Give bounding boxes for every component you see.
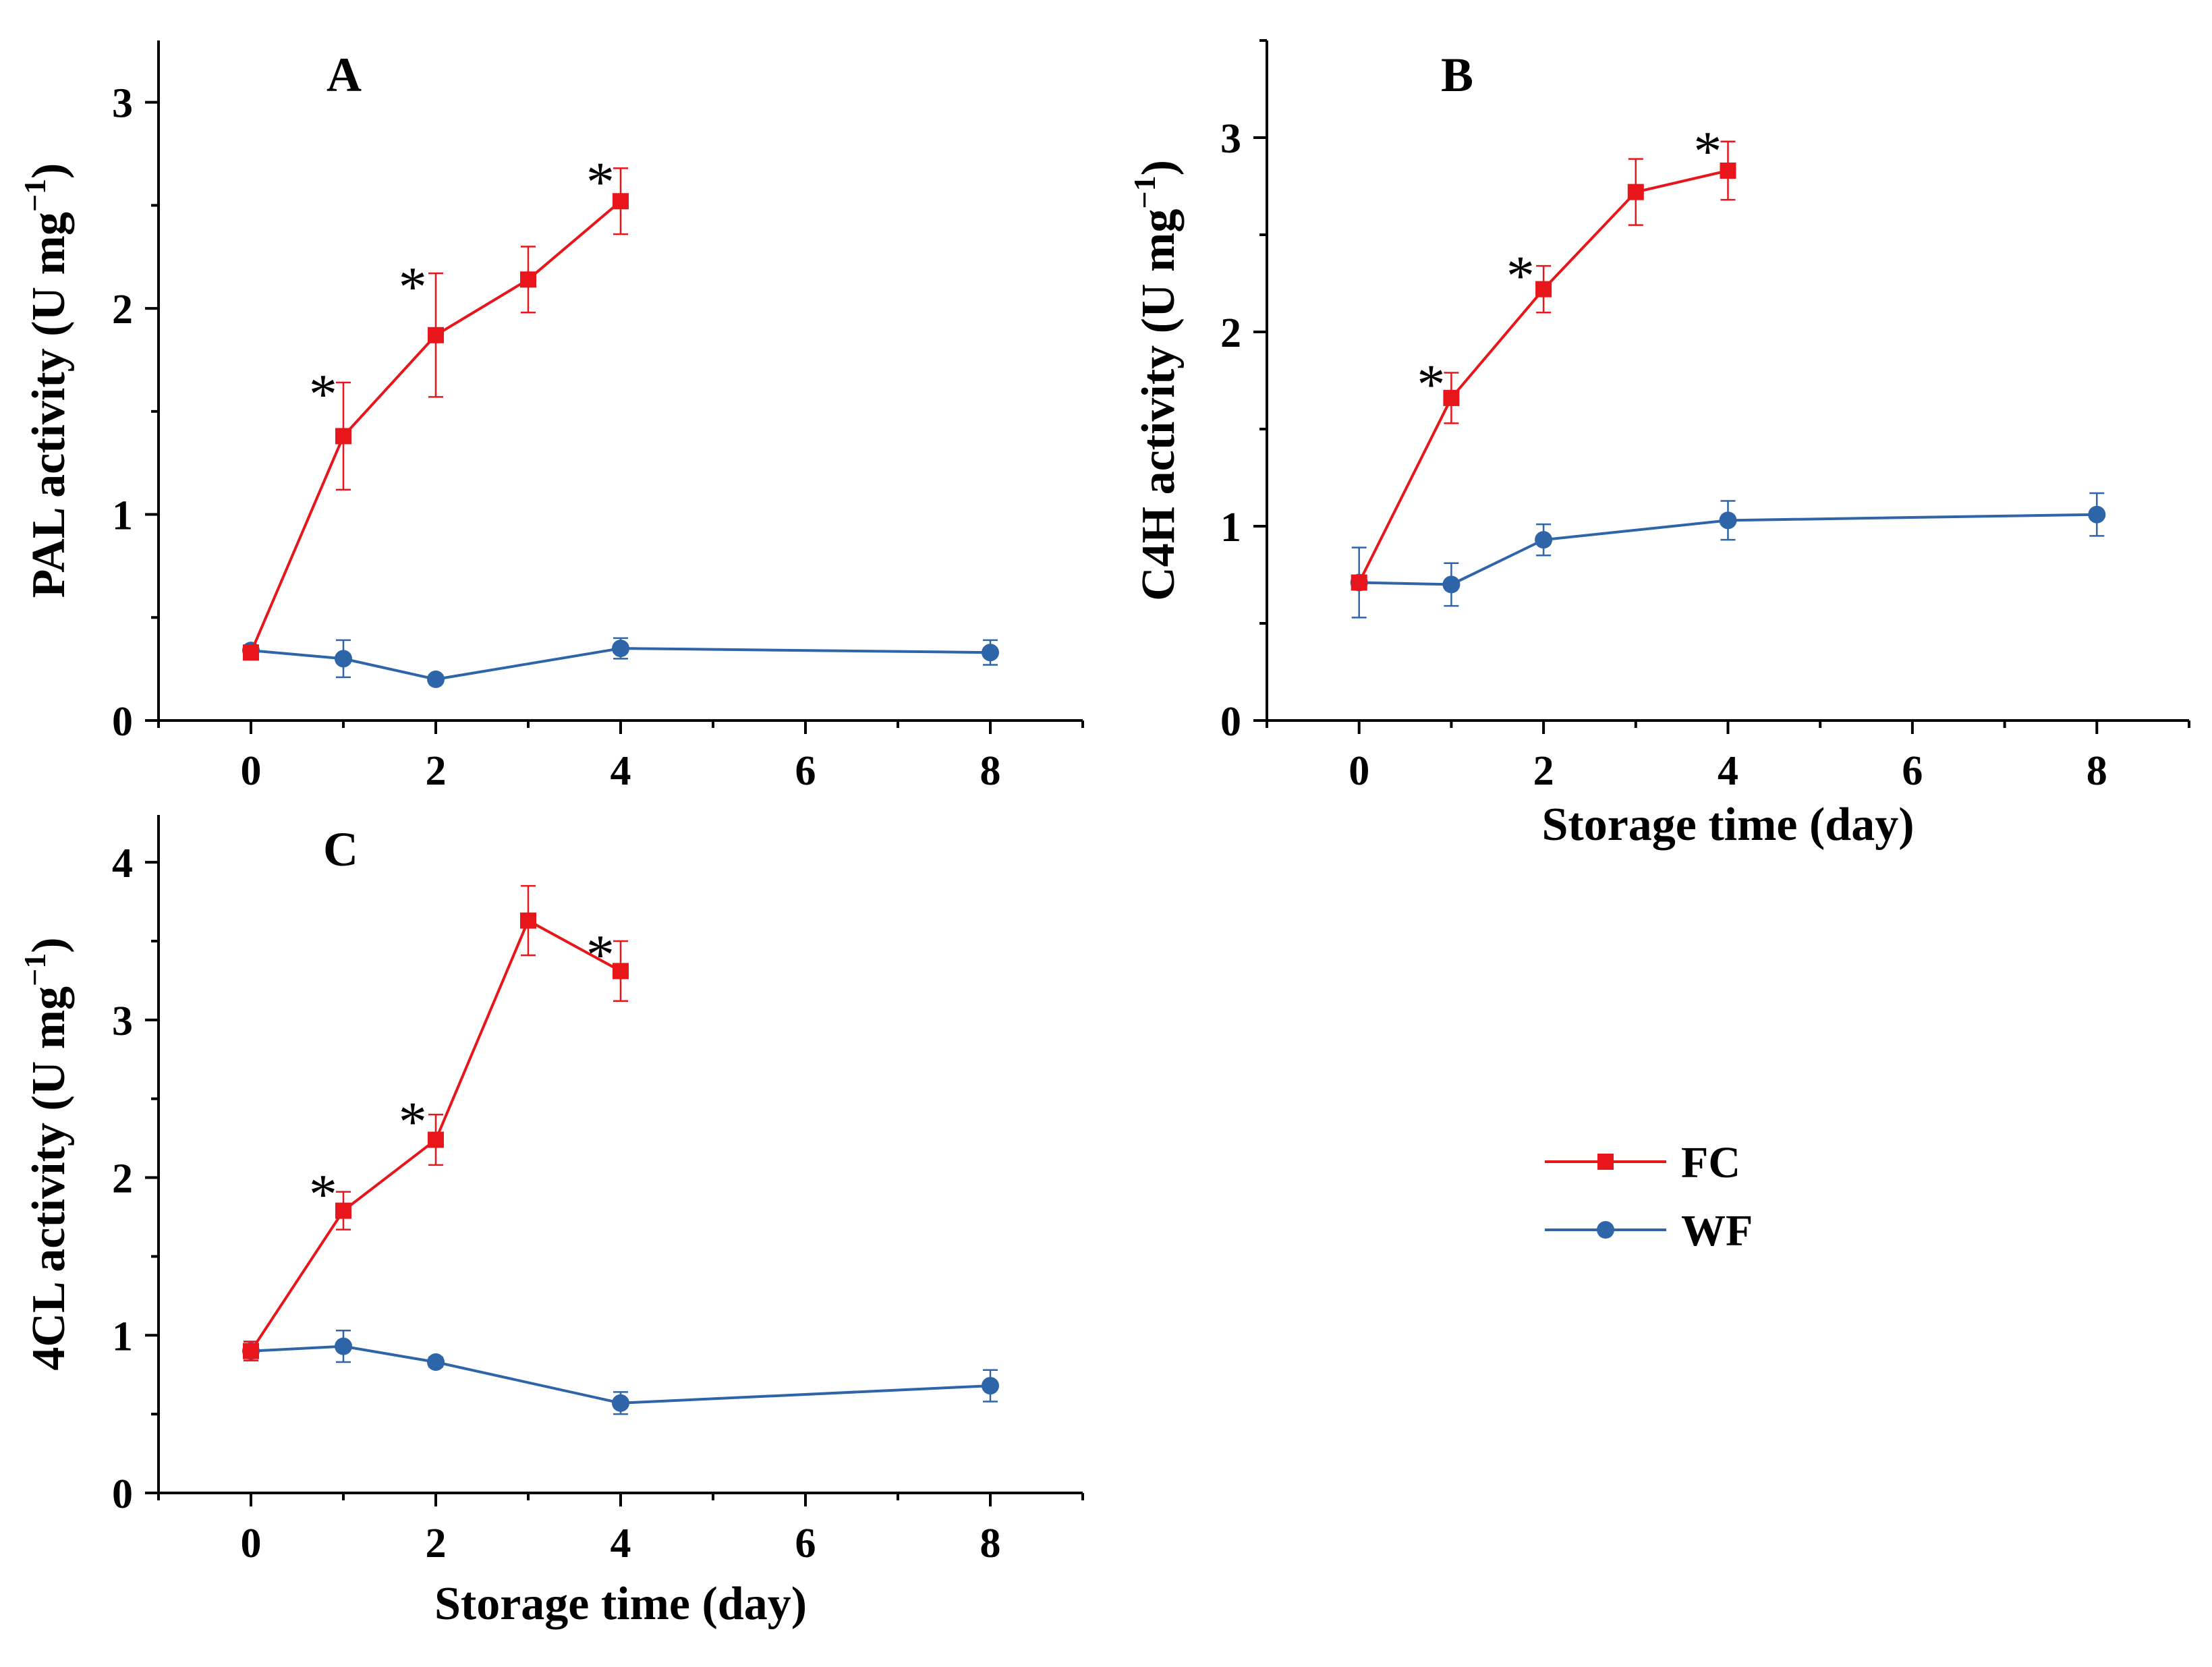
- data-point-circle: [982, 1377, 999, 1395]
- significance-star: *: [399, 256, 427, 318]
- data-point-circle: [612, 1394, 629, 1412]
- y-axis-title-close: ): [1133, 160, 1185, 175]
- series-wf: [1350, 492, 2106, 619]
- significance-star: *: [309, 363, 337, 426]
- data-point-circle: [427, 1353, 445, 1372]
- x-tick-label: 2: [1533, 748, 1554, 794]
- legend: FC WF: [1545, 1138, 1753, 1255]
- x-tick-label: 6: [1902, 748, 1923, 794]
- series-wf: [242, 637, 999, 688]
- x-axis-title: Storage time (day): [1541, 799, 1914, 851]
- y-axis-title-main: C4H activity (U mg: [1133, 209, 1185, 601]
- y-axis-title: PAL activity (U mg−1): [18, 163, 75, 598]
- significance-star: *: [586, 150, 615, 213]
- series-fc: [1351, 140, 1736, 591]
- data-point-circle: [335, 650, 352, 668]
- x-tick-label: 2: [426, 1521, 447, 1566]
- data-point-square: [428, 1131, 444, 1148]
- y-tick-label: 4: [112, 841, 133, 886]
- data-point-square: [1627, 183, 1644, 200]
- x-axis-title: Storage time (day): [434, 1578, 807, 1630]
- series-wf: [242, 1330, 999, 1415]
- data-point-square: [1720, 162, 1736, 179]
- x-tick-label: 6: [795, 1521, 816, 1566]
- data-point-circle: [335, 1337, 352, 1355]
- y-tick-label: 3: [112, 81, 133, 127]
- x-tick-label: 4: [611, 748, 631, 794]
- y-axis-title-main: 4CL activity (U mg: [23, 986, 75, 1371]
- data-point-square: [335, 428, 351, 445]
- series-line: [1357, 169, 1728, 584]
- y-tick-label: 2: [112, 287, 133, 333]
- data-point-square: [335, 1202, 351, 1219]
- significance-star: *: [399, 1091, 427, 1154]
- x-tick-label: 0: [241, 748, 262, 794]
- data-point-square: [520, 912, 536, 929]
- significance-star: *: [1417, 354, 1445, 416]
- data-point-circle: [1535, 531, 1553, 549]
- y-tick-label: 3: [1220, 116, 1241, 162]
- data-point-square: [1443, 389, 1460, 406]
- series-line: [250, 200, 622, 653]
- y-tick-label: 2: [1220, 310, 1241, 356]
- data-point-circle: [427, 670, 445, 688]
- y-tick-label: 3: [112, 998, 133, 1044]
- data-point-square: [243, 1343, 259, 1359]
- y-axis-title-sup: −1: [18, 953, 52, 986]
- y-tick-label: 2: [112, 1156, 133, 1202]
- y-axis-title-sup: −1: [18, 179, 52, 212]
- data-point-square: [243, 644, 259, 661]
- y-tick-label: 1: [112, 1313, 133, 1359]
- y-tick-label: 0: [1220, 699, 1241, 745]
- panel-C: 0 2 4 6 8 0 1 2 3 4 4CL activity (U mg−1) Storage t…: [18, 815, 1084, 1630]
- significance-star: *: [1693, 120, 1722, 183]
- x-tick-label: 0: [1349, 748, 1369, 794]
- significance-star: *: [586, 924, 615, 986]
- data-point-circle: [612, 640, 629, 658]
- legend-label-fc: FC: [1681, 1138, 1740, 1187]
- x-tick-label: 8: [2087, 748, 2107, 794]
- y-axis-title: 4CL activity (U mg−1): [18, 937, 75, 1370]
- series-fc: [243, 167, 629, 661]
- panel-letter: B: [1441, 48, 1473, 102]
- y-axis-title-close: ): [23, 163, 75, 179]
- y-axis-title-sup: −1: [1127, 175, 1162, 208]
- y-tick-label: 1: [1220, 505, 1241, 550]
- data-point-square: [1535, 281, 1552, 298]
- y-axis-title-close: ): [23, 937, 75, 953]
- y-tick-label: 1: [112, 493, 133, 539]
- data-point-circle: [1442, 575, 1461, 594]
- data-point-circle: [1719, 511, 1737, 530]
- legend-marker-circle: [1597, 1221, 1614, 1239]
- x-tick-label: 0: [241, 1521, 262, 1566]
- x-tick-label: 2: [426, 748, 447, 794]
- y-tick-label: 0: [112, 1471, 133, 1517]
- y-tick-label: 0: [112, 699, 133, 745]
- legend-marker-square: [1597, 1154, 1614, 1170]
- y-axis-title-main: PAL activity (U mg: [23, 212, 75, 598]
- data-point-square: [428, 327, 444, 343]
- data-point-square: [520, 271, 536, 288]
- significance-star: *: [1506, 244, 1535, 307]
- series-fc: [243, 884, 629, 1361]
- panel-B: 0 2 4 6 8 0 1 2 3 C4H activity (U mg−1) Storage ti…: [1127, 39, 2190, 851]
- data-point-square: [613, 193, 629, 210]
- x-tick-label: 4: [611, 1521, 631, 1566]
- x-tick-label: 8: [980, 748, 1001, 794]
- data-point-square: [613, 963, 629, 980]
- x-tick-label: 6: [795, 748, 816, 794]
- data-point-square: [1351, 574, 1367, 591]
- panel-A: 0 2 4 6 8 0 1 2 3 PAL activity (U mg−1) A * * *: [18, 40, 1084, 794]
- data-point-circle: [2088, 505, 2106, 524]
- panel-letter: C: [323, 822, 358, 876]
- significance-star: *: [309, 1163, 337, 1226]
- x-tick-label: 8: [980, 1521, 1001, 1566]
- panel-letter: A: [327, 48, 362, 102]
- legend-label-wf: WF: [1681, 1206, 1753, 1255]
- y-axis-title: C4H activity (U mg−1): [1127, 160, 1185, 601]
- x-tick-label: 4: [1718, 748, 1738, 794]
- data-point-circle: [982, 644, 999, 662]
